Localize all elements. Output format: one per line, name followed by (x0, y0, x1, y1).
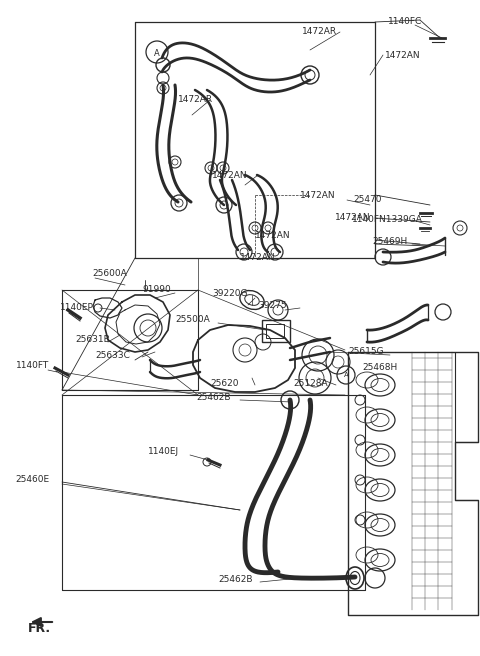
Text: A: A (344, 372, 348, 378)
Text: 25469H: 25469H (372, 237, 407, 247)
Text: 25633C: 25633C (95, 350, 130, 359)
Text: 25620: 25620 (210, 379, 239, 388)
Text: A: A (154, 49, 160, 58)
Text: 25460E: 25460E (15, 476, 49, 485)
Text: 1472AR: 1472AR (178, 96, 213, 104)
Text: 91990: 91990 (142, 285, 171, 295)
Text: 1472AN: 1472AN (255, 230, 290, 239)
Text: 1472AN: 1472AN (385, 51, 420, 60)
Bar (262, 320, 290, 342)
Text: 1472AR: 1472AR (302, 28, 337, 37)
Text: 25462B: 25462B (218, 575, 252, 584)
Text: 25500A: 25500A (175, 316, 210, 325)
Text: 25470: 25470 (353, 195, 382, 205)
Text: 1140FC: 1140FC (388, 18, 422, 26)
Text: 1472AN: 1472AN (335, 213, 371, 222)
Text: 39275: 39275 (258, 300, 287, 310)
Text: 1472AN: 1472AN (240, 253, 276, 262)
Text: 1140EJ: 1140EJ (148, 447, 179, 457)
Text: 1472AN: 1472AN (212, 171, 248, 180)
Text: 25462B: 25462B (196, 392, 230, 401)
Text: 25128A: 25128A (293, 379, 328, 388)
Text: FR.: FR. (28, 621, 51, 634)
Text: 25468H: 25468H (362, 363, 397, 373)
Text: 1140EP: 1140EP (60, 302, 94, 312)
Text: 39220G: 39220G (212, 289, 248, 298)
Text: 1140FN1339GA: 1140FN1339GA (352, 216, 423, 224)
Text: 25631B: 25631B (75, 335, 110, 344)
Text: 1140FT: 1140FT (16, 361, 49, 371)
Text: 25615G: 25615G (348, 348, 384, 356)
Text: 1472AN: 1472AN (300, 190, 336, 199)
Text: 25600A: 25600A (92, 268, 127, 277)
Bar (266, 324, 284, 338)
